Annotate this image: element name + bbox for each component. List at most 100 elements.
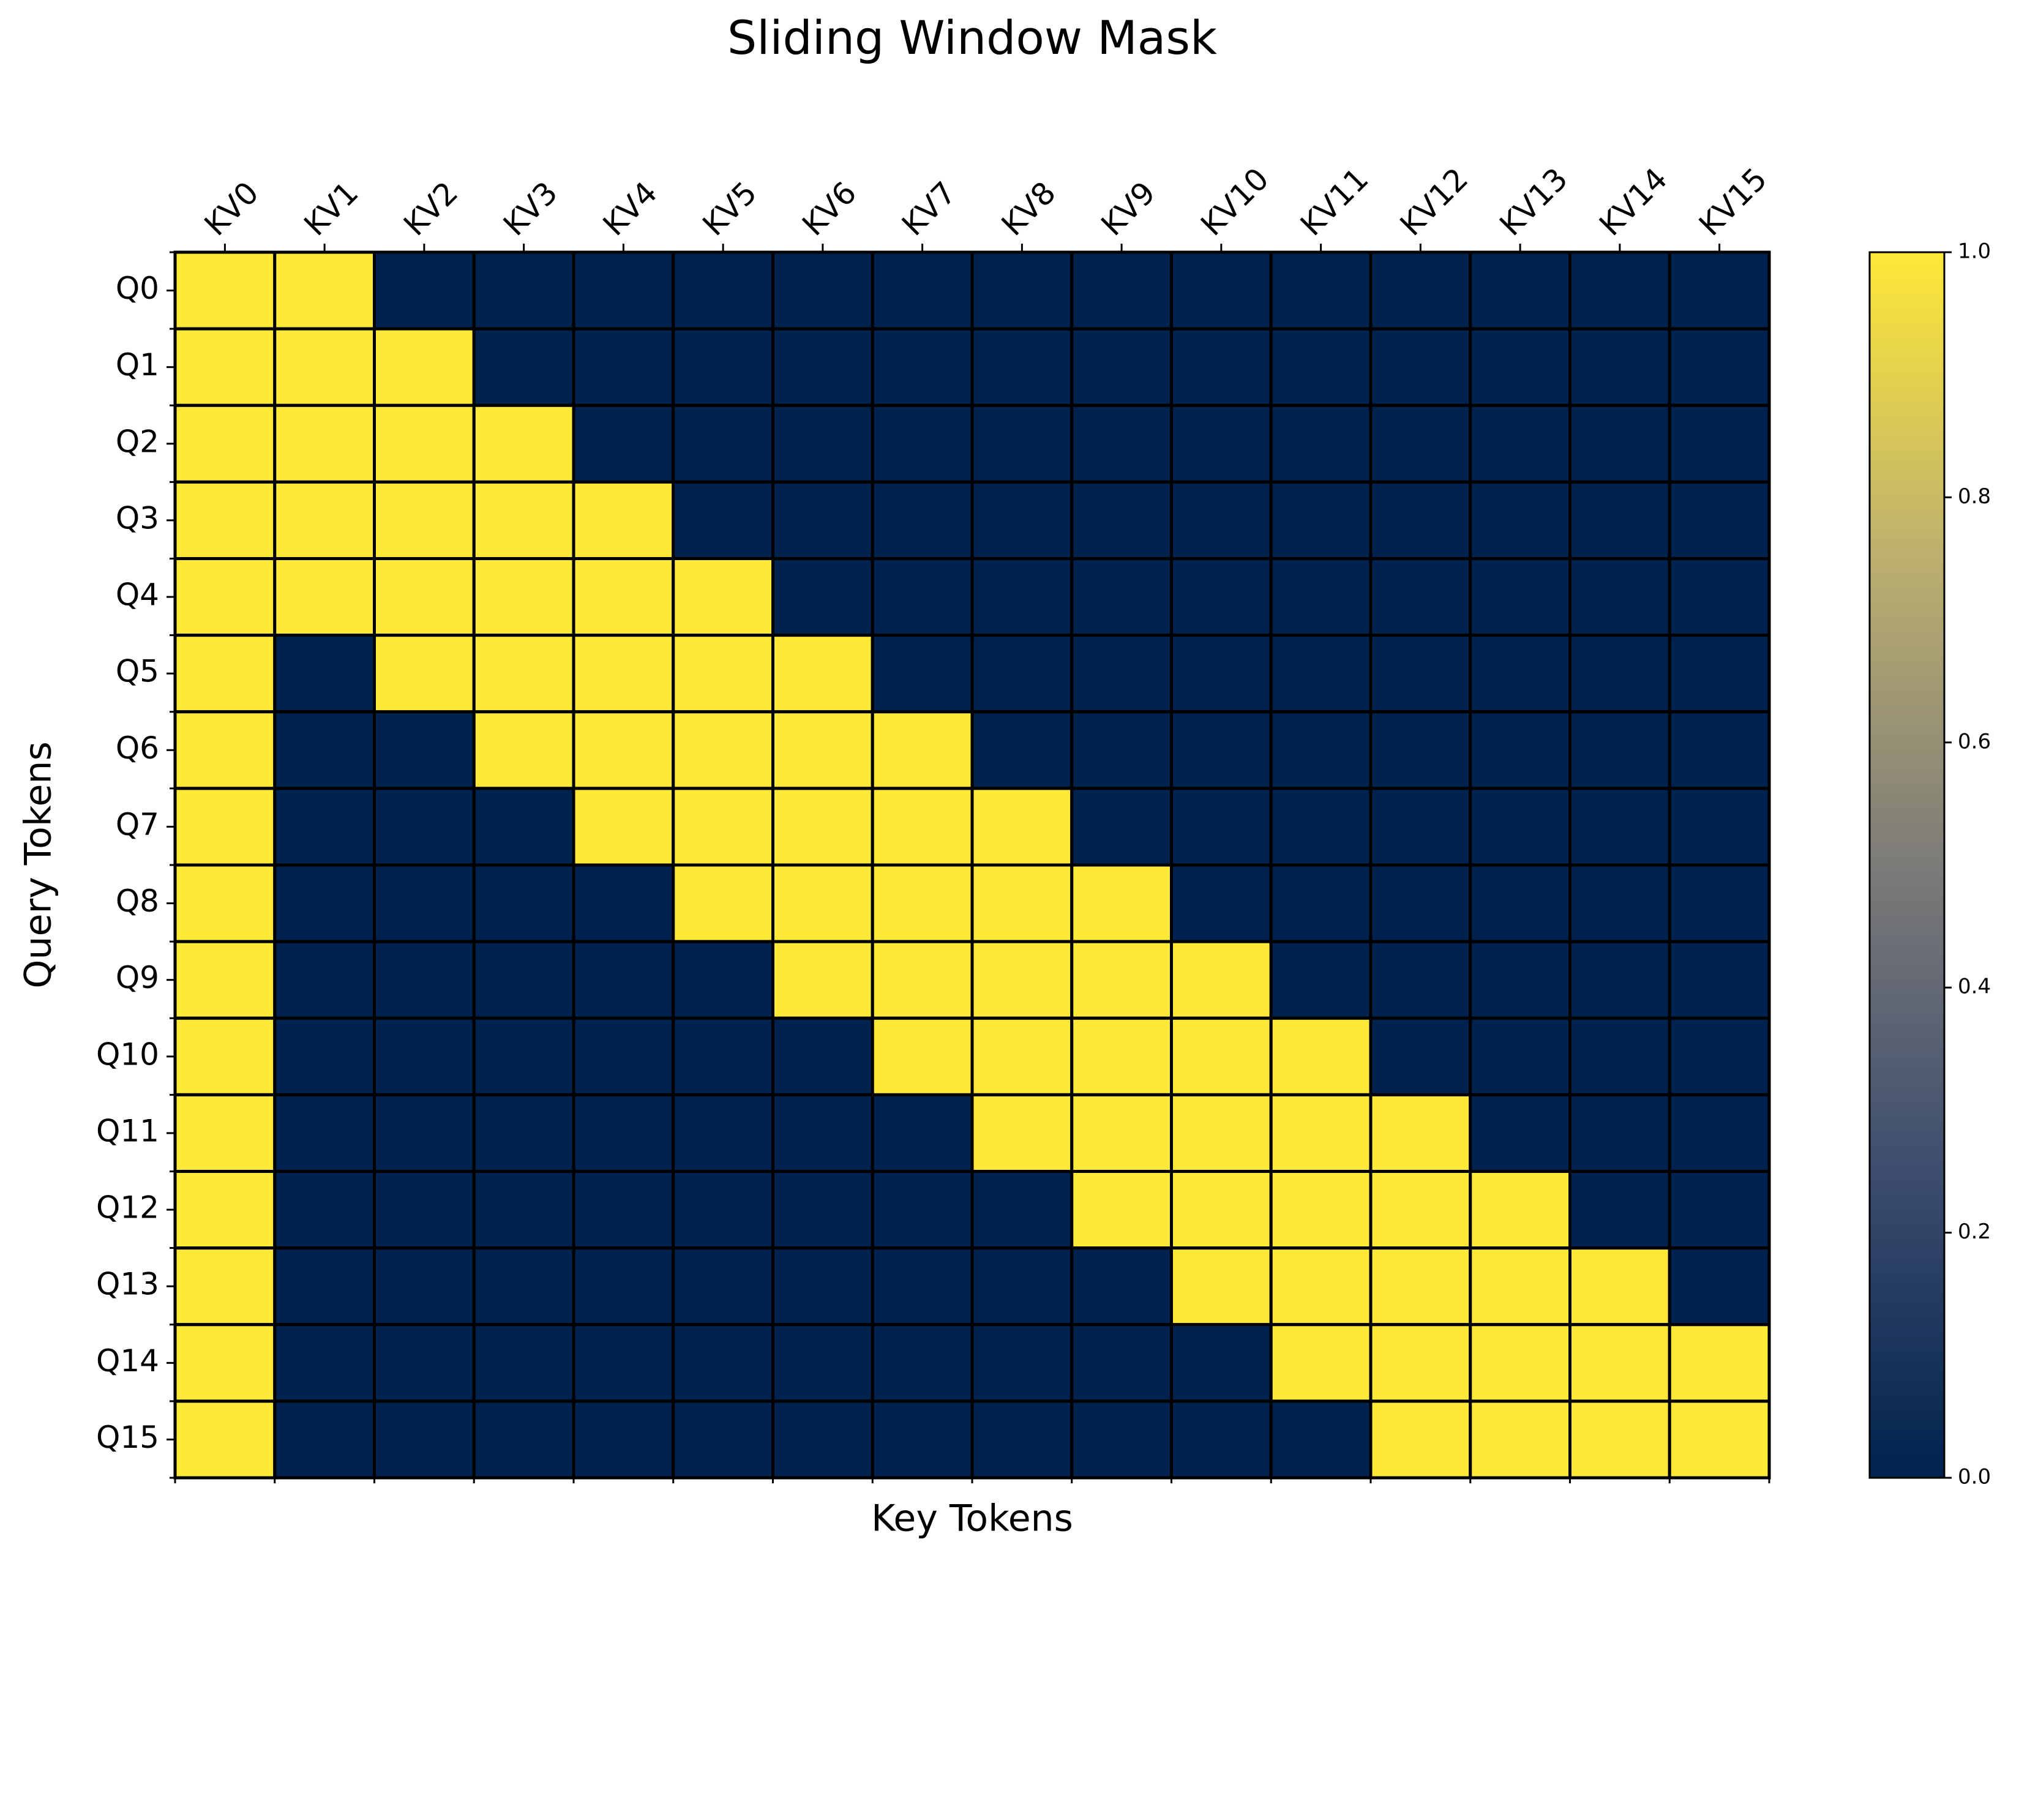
heatmap-cell [1568,940,1671,1020]
heatmap-cell [970,1170,1074,1250]
heatmap-cell [970,940,1074,1020]
heatmap-cell [373,863,476,943]
heatmap-cell [1568,1246,1671,1327]
heatmap-cell [273,863,376,943]
heatmap-cell [472,480,575,560]
heatmap-cell [472,403,575,484]
heatmap-cell [871,634,974,714]
colorbar-tick-label: 1.0 [1958,239,1991,264]
heatmap-cell [1070,403,1173,484]
heatmap-cell [672,1093,774,1173]
heatmap-cell [1269,710,1373,790]
x-tick-label: KV15 [1692,161,1774,242]
heatmap-cell [1269,250,1373,331]
heatmap-cell [1070,1170,1173,1250]
heatmap-cell [970,1323,1074,1403]
colorbar-tick-label: 0.0 [1958,1465,1991,1489]
y-tick-label: Q6 [116,730,159,766]
heatmap-cell [273,787,376,867]
x-tick-label: KV0 [198,175,266,243]
heatmap-cell [1269,787,1373,867]
heatmap-cell [1170,940,1273,1020]
y-tick-label: Q14 [96,1343,159,1379]
heatmap-cell [472,1170,575,1250]
heatmap-cell [1668,710,1771,790]
x-tick-label: KV7 [895,175,963,243]
heatmap-cell [1668,1170,1771,1250]
heatmap-cell [1070,327,1173,407]
y-tick-label: Q3 [116,500,159,536]
heatmap-cell [771,1323,874,1403]
x-tick-label: KV12 [1393,161,1475,242]
heatmap-cell [1469,557,1571,637]
heatmap-cell [1469,250,1571,331]
x-tick-label: KV14 [1592,161,1674,242]
heatmap-cell [1170,710,1273,790]
heatmap-cell [970,480,1074,560]
heatmap-cell [572,634,675,714]
heatmap-cell [472,940,575,1020]
heatmap-cell [572,1093,675,1173]
heatmap-cell [273,634,376,714]
heatmap-cell [173,634,277,714]
y-tick-label: Q15 [96,1420,159,1455]
heatmap-cell [1568,1016,1671,1096]
y-tick-label: Q5 [116,654,159,689]
heatmap-cell [970,1246,1074,1327]
heatmap-cell [173,1093,277,1173]
heatmap-cell [1469,1399,1571,1480]
heatmap-cell [871,1323,974,1403]
heatmap-cell [672,403,774,484]
heatmap-cell [1070,1093,1173,1173]
x-tick-label: KV2 [397,175,465,243]
heatmap-cell [572,250,675,331]
heatmap-cell [472,787,575,867]
heatmap-cell [1668,403,1771,484]
heatmap-cell [1170,403,1273,484]
y-tick-label: Q9 [116,960,159,995]
heatmap-cell [970,863,1074,943]
heatmap-cell [871,1246,974,1327]
heatmap-cell [1269,557,1373,637]
heatmap-cell [771,940,874,1020]
heatmap-cell [1568,557,1671,637]
heatmap-cell [173,1170,277,1250]
heatmap-cell [572,1246,675,1327]
heatmap-cell [871,557,974,637]
colorbar [1868,251,1946,1479]
heatmap-cell [1568,634,1671,714]
y-tick-label: Q10 [96,1036,159,1072]
y-tick-label: Q0 [116,271,159,306]
heatmap-cell [871,787,974,867]
heatmap-cell [1568,863,1671,943]
heatmap-cell [1369,634,1472,714]
heatmap-cell [1070,1323,1173,1403]
heatmap-cell [572,1399,675,1480]
heatmap-cell [572,787,675,867]
heatmap-cell [472,1399,575,1480]
heatmap-cell [1469,710,1571,790]
x-tick-label: KV9 [1095,175,1163,243]
heatmap-cell [173,480,277,560]
heatmap-cell [871,940,974,1020]
heatmap-cell [1369,710,1472,790]
heatmap-cell [871,403,974,484]
heatmap-cell [1070,250,1173,331]
heatmap-cell [1369,327,1472,407]
heatmap-cell [1269,863,1373,943]
x-tick-label: KV13 [1493,161,1575,242]
heatmap-cell [672,710,774,790]
x-tick-label: KV11 [1294,161,1375,242]
heatmap-cell [472,327,575,407]
heatmap-cell [1668,1093,1771,1173]
heatmap-cell [771,1093,874,1173]
heatmap-cell [970,557,1074,637]
heatmap-cell [1568,1170,1671,1250]
heatmap-cell [1568,1093,1671,1173]
chart-title: Sliding Window Mask [727,10,1217,65]
heatmap-cell [1568,710,1671,790]
colorbar-tick-label: 0.6 [1958,729,1991,754]
heatmap-cell [1668,787,1771,867]
heatmap-cell [1369,1093,1472,1173]
